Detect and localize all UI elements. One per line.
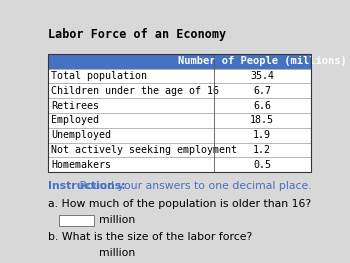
Text: million: million (99, 215, 135, 225)
Bar (48, 98, 311, 113)
Text: 18.5: 18.5 (250, 115, 274, 125)
Bar (59, 215, 94, 226)
Text: Round your answers to one decimal place.: Round your answers to one decimal place. (76, 181, 312, 191)
Text: 1.2: 1.2 (253, 145, 271, 155)
Bar (48, 113, 311, 128)
Bar (48, 83, 311, 98)
Text: Unemployed: Unemployed (51, 130, 111, 140)
Text: 6.7: 6.7 (253, 86, 271, 96)
Bar (48, 128, 311, 143)
Bar (48, 54, 311, 172)
Text: Not actively seeking employment: Not actively seeking employment (51, 145, 237, 155)
Text: Number of People (millions): Number of People (millions) (178, 56, 346, 66)
Bar (59, 247, 94, 258)
Bar (48, 143, 311, 157)
Bar (48, 69, 311, 83)
Text: 1.9: 1.9 (253, 130, 271, 140)
Text: Homemakers: Homemakers (51, 160, 111, 170)
Text: Total population: Total population (51, 71, 147, 81)
Text: Labor Force of an Economy: Labor Force of an Economy (48, 28, 226, 41)
Text: 35.4: 35.4 (250, 71, 274, 81)
Text: b. What is the size of the labor force?: b. What is the size of the labor force? (48, 232, 252, 242)
Text: million: million (99, 247, 135, 257)
Text: Children under the age of 16: Children under the age of 16 (51, 86, 219, 96)
Text: 6.6: 6.6 (253, 100, 271, 110)
Text: a. How much of the population is older than 16?: a. How much of the population is older t… (48, 199, 311, 209)
Text: Retirees: Retirees (51, 100, 99, 110)
Text: Employed: Employed (51, 115, 99, 125)
Bar (48, 54, 311, 69)
Text: Instructions:: Instructions: (48, 181, 126, 191)
Text: 0.5: 0.5 (253, 160, 271, 170)
Bar (48, 157, 311, 172)
